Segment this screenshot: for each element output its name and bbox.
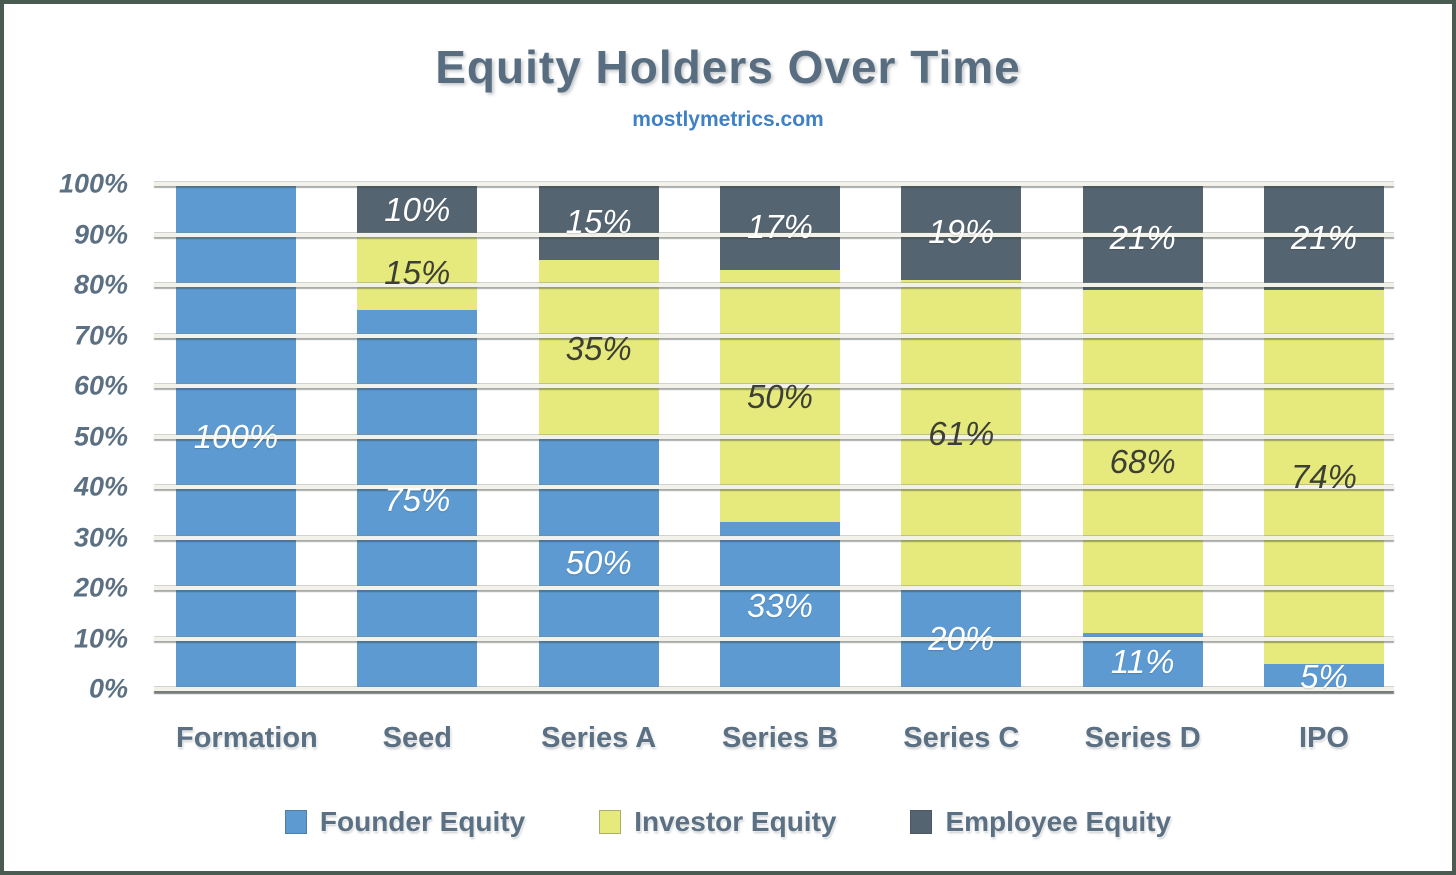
bar-value-label: 19% bbox=[928, 213, 995, 251]
gridlines bbox=[154, 182, 1394, 691]
legend-item-founder-equity: Founder Equity bbox=[284, 806, 526, 838]
bar-value-label: 74% bbox=[1290, 458, 1357, 496]
bar-value-label: 33% bbox=[746, 587, 814, 625]
gridline bbox=[154, 333, 1394, 338]
chart-subtitle: mostlymetrics.com bbox=[632, 108, 824, 131]
bar-column-series-b: 33% 50% 17% bbox=[719, 184, 840, 689]
x-category-label-formation: Formation bbox=[176, 721, 318, 754]
bar-value-label: 50% bbox=[746, 377, 814, 415]
gridline bbox=[154, 485, 1394, 489]
legend-swatch-employee-equity bbox=[910, 810, 933, 834]
bar-segment-employee-equity: 15% bbox=[538, 184, 659, 260]
bar-segment-investor-equity: 74% bbox=[1263, 290, 1384, 664]
x-category-label-series-b: Series B bbox=[721, 721, 839, 754]
gridline bbox=[154, 434, 1394, 439]
legend-swatch-founder-equity bbox=[284, 810, 307, 834]
bar-segment-employee-equity: 19% bbox=[901, 184, 1022, 280]
bars-container: 100% 75% 15% 10% 50% 35% 15% 33% 50% 17% 20% 61% 19%… bbox=[154, 184, 1394, 693]
bar-column-series-a: 50% 35% 15% bbox=[538, 184, 659, 689]
bar-column-seed: 75% 15% 10% bbox=[357, 184, 478, 689]
x-category-label-ipo: IPO bbox=[1298, 721, 1349, 754]
legend-label: Founder Equity bbox=[319, 806, 526, 837]
y-tick-label: 30% bbox=[73, 522, 128, 552]
bar-segment-employee-equity: 10% bbox=[357, 184, 478, 235]
bar-value-label: 10% bbox=[384, 190, 451, 228]
bar-value-label: 61% bbox=[928, 415, 995, 453]
gridline bbox=[154, 182, 1394, 186]
bar-column-ipo: 5% 74% 21% bbox=[1263, 184, 1384, 693]
legend: Founder Equity Investor Equity Employee Eq… bbox=[4, 802, 1452, 842]
bar-segment-investor-equity: 15% bbox=[357, 234, 478, 311]
legend-label: Investor Equity bbox=[634, 806, 837, 837]
gridline bbox=[154, 586, 1394, 590]
bar-value-label: 35% bbox=[565, 329, 632, 367]
bar-column-formation: 100% bbox=[176, 184, 296, 689]
bar-segment-founder-equity: 5% bbox=[1263, 660, 1384, 693]
y-tick-label: 0% bbox=[88, 673, 128, 704]
bar-segment-investor-equity: 68% bbox=[1082, 290, 1203, 634]
bar-value-label: 75% bbox=[384, 481, 451, 519]
bar-segment-investor-equity: 50% bbox=[719, 269, 840, 523]
legend-item-investor-equity: Investor Equity bbox=[599, 806, 836, 838]
y-axis: 100% 90% 80% 70% 60% 50% 40% 30% 20% 10% 0% bbox=[4, 169, 136, 704]
bar-segment-founder-equity: 75% bbox=[357, 310, 478, 689]
y-tick-label: 60% bbox=[73, 370, 128, 401]
bar-value-label: 17% bbox=[746, 208, 814, 246]
plot-area: 100% 75% 15% 10% 50% 35% 15% 33% 50% 17% 20% 61% 19%… bbox=[154, 182, 1394, 693]
x-category-label-series-c: Series C bbox=[903, 721, 1020, 754]
x-axis: Formation Seed Series A Series B Series C Ser… bbox=[154, 716, 1394, 760]
bar-value-label: 50% bbox=[565, 544, 632, 582]
gridline bbox=[154, 687, 1394, 691]
bar-segment-founder-equity: 33% bbox=[719, 522, 840, 689]
gridline bbox=[154, 232, 1394, 237]
bar-segment-employee-equity: 21% bbox=[1263, 184, 1384, 291]
y-tick-label: 70% bbox=[73, 320, 128, 350]
bar-value-label: 21% bbox=[1290, 218, 1357, 256]
legend-swatch-investor-equity bbox=[599, 810, 622, 834]
x-category-label-series-d: Series D bbox=[1084, 721, 1201, 754]
bar-value-label: 100% bbox=[193, 418, 279, 455]
bar-segment-founder-equity: 100% bbox=[176, 184, 296, 689]
y-tick-label: 50% bbox=[73, 421, 128, 451]
y-tick-label: 10% bbox=[73, 623, 128, 653]
gridline bbox=[154, 283, 1394, 287]
y-tick-label: 100% bbox=[58, 168, 128, 199]
gridline bbox=[154, 384, 1394, 388]
bar-value-label: 68% bbox=[1109, 443, 1176, 481]
bar-segment-investor-equity: 35% bbox=[538, 259, 659, 437]
x-category-label-series-a: Series A bbox=[541, 721, 657, 754]
bar-value-label: 15% bbox=[384, 253, 451, 291]
y-tick-label: 20% bbox=[73, 572, 128, 603]
bar-value-label: 11% bbox=[1110, 642, 1175, 680]
y-tick-label: 90% bbox=[73, 219, 128, 249]
chart-title: Equity Holders Over Time bbox=[435, 41, 1021, 93]
y-tick-label: 40% bbox=[73, 471, 128, 502]
bar-value-label: 15% bbox=[565, 203, 632, 241]
bar-segment-employee-equity: 17% bbox=[719, 184, 840, 270]
gridline bbox=[154, 636, 1394, 641]
legend-label: Employee Equity bbox=[945, 806, 1172, 837]
bar-segment-employee-equity: 21% bbox=[1082, 184, 1203, 291]
bar-value-label: 5% bbox=[1300, 657, 1348, 695]
bar-segment-founder-equity: 50% bbox=[538, 436, 659, 689]
y-tick-label: 80% bbox=[73, 269, 128, 300]
gridline bbox=[154, 535, 1394, 540]
x-category-label-seed: Seed bbox=[382, 721, 452, 754]
bar-column-series-d: 11% 68% 21% bbox=[1082, 184, 1203, 689]
legend-item-employee-equity: Employee Equity bbox=[910, 806, 1171, 838]
bar-segment-founder-equity: 11% bbox=[1082, 633, 1203, 689]
bar-value-label: 20% bbox=[928, 620, 995, 657]
bar-value-label: 21% bbox=[1109, 218, 1176, 256]
